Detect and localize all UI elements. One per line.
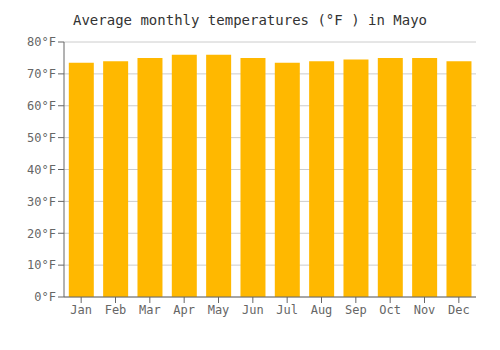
- svg-text:May: May: [208, 303, 230, 317]
- svg-text:50°F: 50°F: [27, 131, 56, 145]
- svg-text:Aug: Aug: [311, 303, 333, 317]
- svg-text:70°F: 70°F: [27, 67, 56, 81]
- svg-text:0°F: 0°F: [34, 290, 56, 304]
- html-text:Average monthly temperatures (: Average monthly temperatures (°F ) in Ma…: [73, 12, 427, 28]
- svg-text:10°F: 10°F: [27, 258, 56, 272]
- svg-text:Jul: Jul: [276, 303, 298, 317]
- svg-text:40°F: 40°F: [27, 163, 56, 177]
- svg-text:Sep: Sep: [345, 303, 367, 317]
- svg-text:20°F: 20°F: [27, 227, 56, 241]
- svg-text:60°F: 60°F: [27, 99, 56, 113]
- svg-text:Feb: Feb: [105, 303, 127, 317]
- svg-text:Jan: Jan: [70, 303, 92, 317]
- svg-text:80°F: 80°F: [27, 35, 56, 49]
- svg-text:Dec: Dec: [448, 303, 470, 317]
- svg-text:Apr: Apr: [173, 303, 195, 317]
- svg-text:Nov: Nov: [414, 303, 436, 317]
- svg-text:Mar: Mar: [139, 303, 161, 317]
- svg-text:Jun: Jun: [242, 303, 264, 317]
- svg-text:30°F: 30°F: [27, 195, 56, 209]
- svg-text:Oct: Oct: [379, 303, 401, 317]
